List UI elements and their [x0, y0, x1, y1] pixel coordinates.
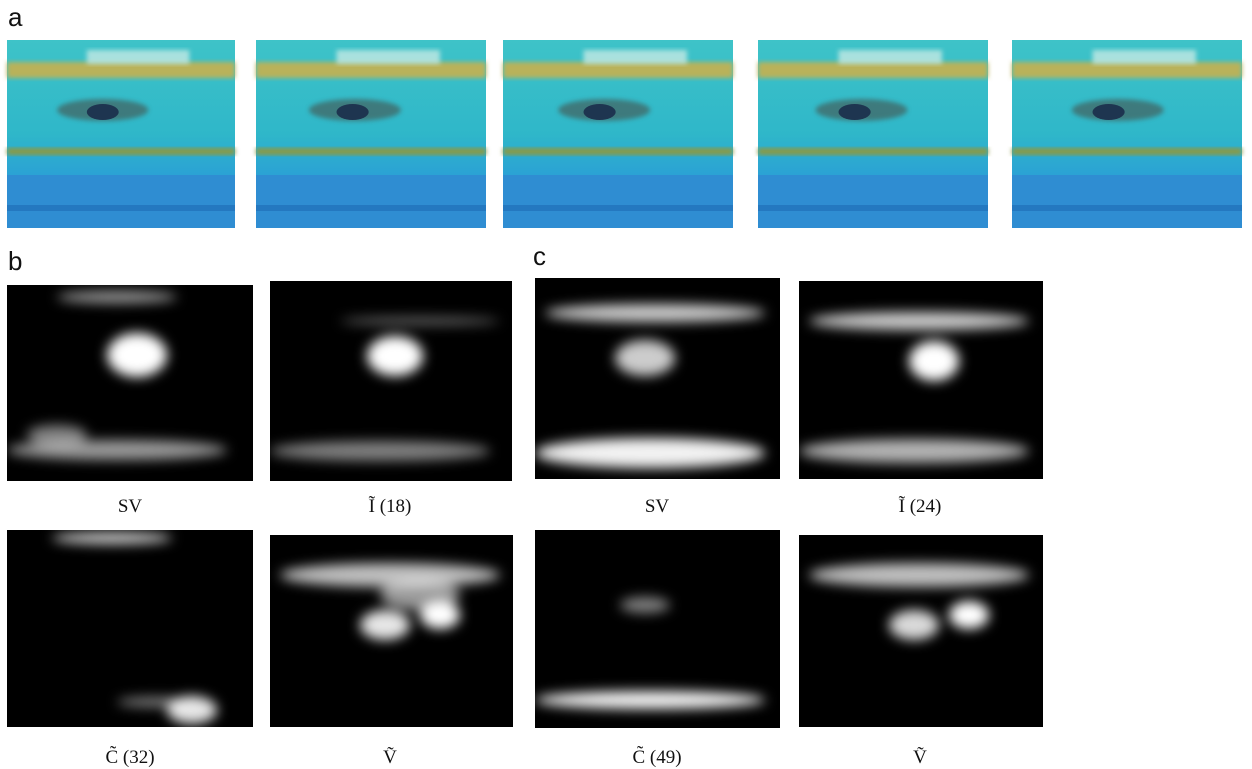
blob	[52, 532, 172, 544]
saliency-map	[7, 530, 253, 727]
pool-wall	[256, 175, 486, 228]
splash	[337, 50, 441, 64]
splash	[1093, 50, 1197, 64]
figure: a b c SV Ĩ (18) SV Ĩ (24) C̃ (32) Ṽ C̃ (49) Ṽ	[0, 0, 1252, 769]
saliency-map	[799, 281, 1043, 479]
stripe	[256, 205, 486, 211]
blob	[909, 341, 959, 381]
saliency-map	[799, 535, 1043, 727]
lane-line	[1012, 148, 1242, 155]
frame	[1012, 40, 1242, 228]
blob	[620, 597, 670, 613]
blob	[615, 340, 675, 376]
video-frames	[7, 40, 1242, 228]
caption: Ĩ (18)	[369, 495, 412, 517]
caption: Ṽ	[383, 746, 397, 768]
panel-label: a	[8, 2, 23, 32]
saliency-map	[535, 278, 780, 479]
frame	[503, 40, 733, 228]
stripe	[7, 205, 235, 211]
blob	[367, 336, 423, 376]
splash	[839, 50, 943, 64]
caption: SV	[645, 496, 670, 517]
stripe	[1012, 205, 1242, 211]
caption: Ĩ (24)	[899, 495, 942, 517]
suit	[1093, 104, 1125, 120]
lane-line	[256, 148, 486, 155]
caption: C̃ (49)	[632, 745, 681, 768]
blob	[535, 691, 765, 709]
pool-wall	[7, 175, 235, 228]
frame	[758, 40, 988, 228]
saliency-map	[7, 285, 253, 481]
frame	[7, 40, 235, 228]
blob	[380, 580, 460, 610]
map-bg	[7, 530, 253, 727]
lane-rope	[7, 62, 235, 78]
panel-label: b	[8, 246, 22, 276]
blob	[799, 439, 1029, 463]
pool-wall	[503, 175, 733, 228]
lane-rope	[1012, 62, 1242, 78]
caption: Ṽ	[913, 746, 927, 768]
blob	[117, 697, 197, 707]
stripe	[758, 205, 988, 211]
blob	[545, 304, 765, 322]
blob	[107, 333, 167, 377]
blob	[340, 317, 500, 325]
saliency-maps	[7, 278, 1043, 728]
suit	[839, 104, 871, 120]
lane-rope	[758, 62, 988, 78]
suit	[584, 104, 616, 120]
blob	[949, 601, 989, 629]
blob	[27, 425, 87, 445]
splash	[584, 50, 688, 64]
blob	[360, 610, 410, 640]
lane-line	[7, 148, 235, 155]
saliency-map	[270, 281, 512, 481]
caption: C̃ (32)	[105, 745, 154, 768]
lane-line	[758, 148, 988, 155]
blob	[535, 438, 765, 468]
pool-wall	[1012, 175, 1242, 228]
lane-rope	[256, 62, 486, 78]
suit	[87, 104, 119, 120]
lane-line	[503, 148, 733, 155]
splash	[87, 50, 190, 64]
blob	[280, 563, 500, 587]
panel-label: c	[533, 241, 546, 271]
saliency-map	[535, 530, 780, 728]
suit	[337, 104, 369, 120]
frame	[256, 40, 486, 228]
stripe	[503, 205, 733, 211]
blob	[809, 563, 1029, 587]
blob	[889, 610, 939, 640]
saliency-map	[270, 535, 513, 727]
blob	[270, 441, 490, 461]
blob	[57, 291, 177, 303]
blob	[809, 312, 1029, 330]
caption: SV	[118, 496, 143, 517]
pool-wall	[758, 175, 988, 228]
lane-rope	[503, 62, 733, 78]
